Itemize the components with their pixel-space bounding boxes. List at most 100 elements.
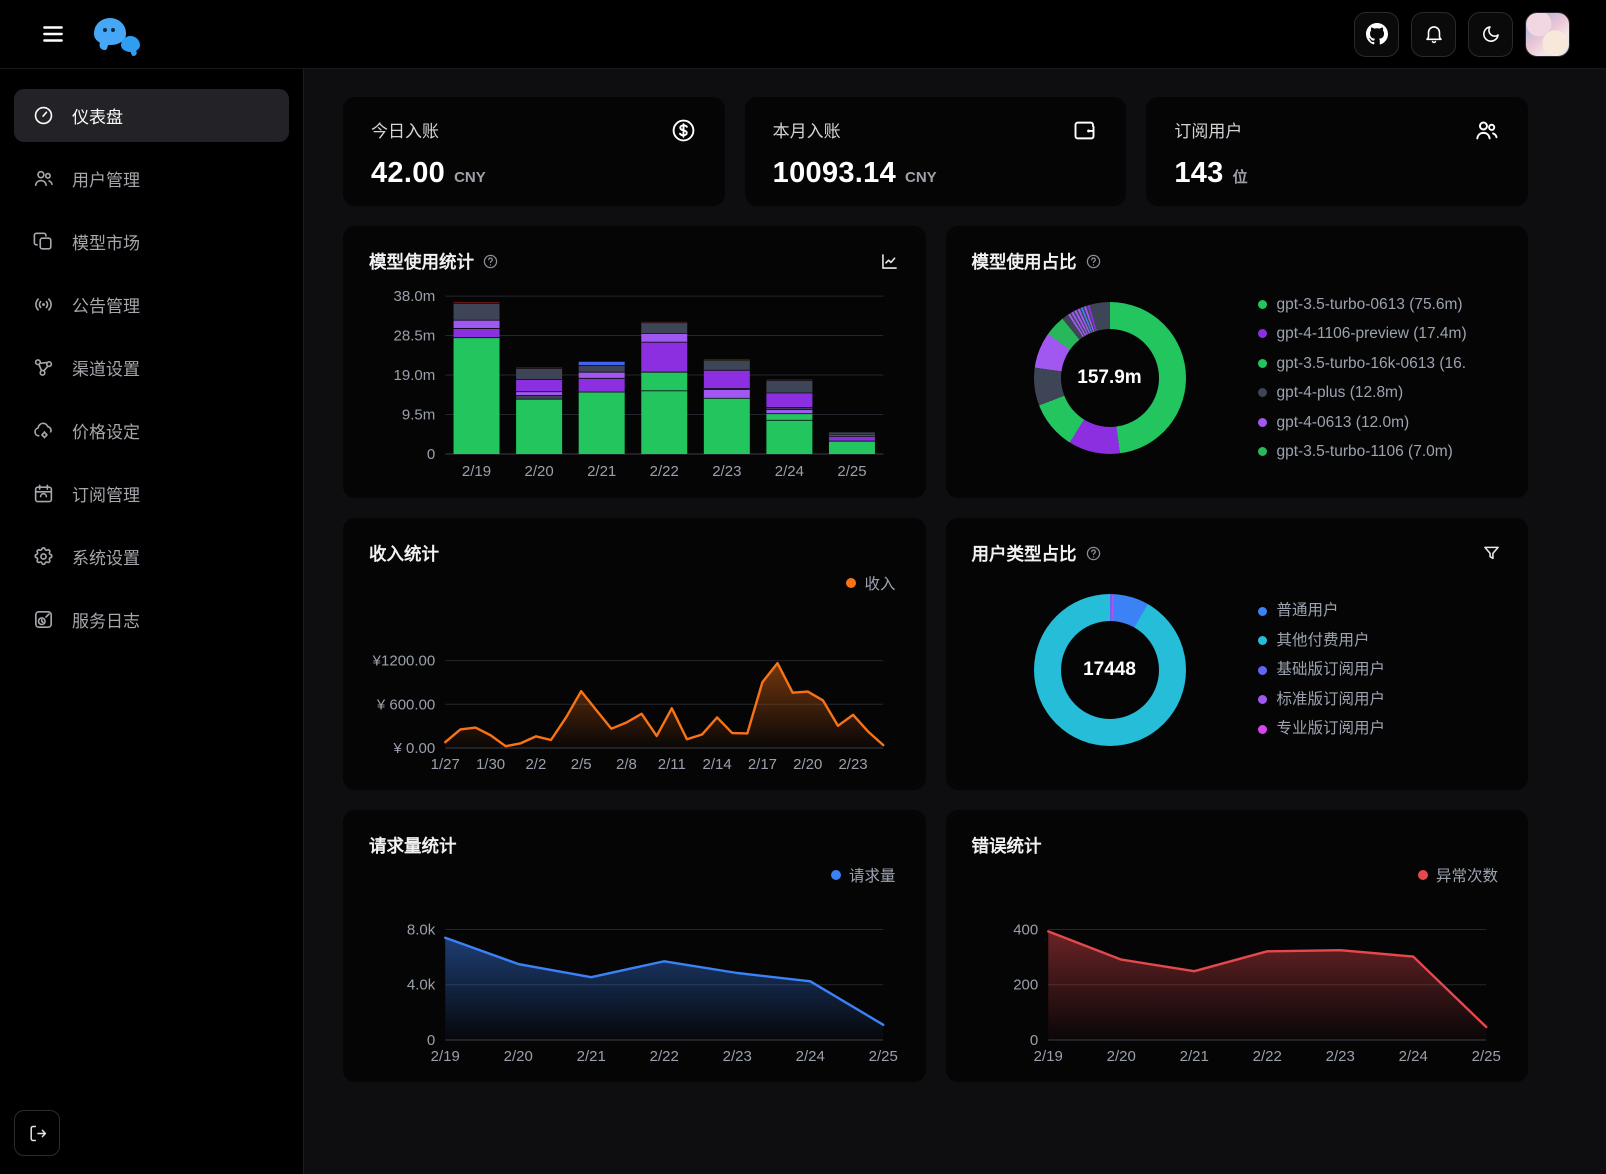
gauge-icon xyxy=(32,104,55,127)
requests-chart-card: 请求量统计 请求量 0 4.0k 8.0k 2/19 2/20 2/21 2/22 2/23 2/… xyxy=(343,810,926,1082)
donut-hole xyxy=(1060,621,1159,719)
svg-text:200: 200 xyxy=(1013,977,1038,994)
sidebar-item-label: 渠道设置 xyxy=(72,360,140,379)
svg-text:9.5m: 9.5m xyxy=(402,407,435,424)
svg-text:2/20: 2/20 xyxy=(525,463,554,480)
stat-value: 10093.14 xyxy=(772,157,897,189)
stat-unit: CNY xyxy=(905,169,937,186)
help-icon[interactable] xyxy=(482,253,499,270)
svg-text:2/24: 2/24 xyxy=(1398,1048,1427,1065)
svg-text:2/20: 2/20 xyxy=(504,1048,533,1065)
legend-item[interactable]: 专业版订阅用户 xyxy=(1257,714,1385,744)
legend-item[interactable]: gpt-3.5-turbo-0613 (75.6m) xyxy=(1257,290,1467,320)
stat-card-today-income: 今日入账 42.00 CNY xyxy=(343,97,725,206)
stat-card-subscribers: 订阅用户 143 位 xyxy=(1146,97,1528,206)
income-chart: 收入 ¥ 0.00 ¥ 600.00 ¥1200.00 1/27 1/30 2/2 2/5 2/… xyxy=(369,566,900,774)
legend-item[interactable]: gpt-3.5-turbo-16k-0613 (16. xyxy=(1257,349,1467,379)
stat-value: 143 xyxy=(1174,157,1224,189)
requests-chart: 请求量 0 4.0k 8.0k 2/19 2/20 2/21 2/22 2/23 2/24 2/25 xyxy=(369,858,900,1066)
menu-icon[interactable] xyxy=(36,17,70,51)
svg-text:2/5: 2/5 xyxy=(571,756,592,773)
legend-item[interactable]: 普通用户 xyxy=(1257,596,1386,626)
svg-text:2/25: 2/25 xyxy=(869,1048,898,1065)
charts-grid: 模型使用统计 0 9.5m 19.0m 28.5m 38.0m 2/19 2/20 2/21 2… xyxy=(343,226,1528,1082)
svg-text:0: 0 xyxy=(427,1032,435,1049)
line-chart-toggle-icon[interactable] xyxy=(879,251,900,272)
legend-item[interactable]: gpt-3.5-turbo-1106 (7.0m) xyxy=(1257,437,1467,467)
wallet-icon xyxy=(1071,117,1098,149)
chat-bubbles-logo xyxy=(94,15,142,53)
svg-text:2/21: 2/21 xyxy=(577,1048,606,1065)
sidebar-item-pricing[interactable]: 价格设定 xyxy=(14,404,289,457)
svg-text:0: 0 xyxy=(427,446,435,463)
broadcast-icon xyxy=(32,293,55,316)
moon-icon[interactable] xyxy=(1468,11,1513,57)
legend-item[interactable]: 标准版订阅用户 xyxy=(1257,685,1385,715)
legend-item[interactable]: gpt-4-1106-preview (17.4m) xyxy=(1257,319,1467,349)
svg-text:2/22: 2/22 xyxy=(650,1048,679,1065)
legend-item[interactable]: 基础版订阅用户 xyxy=(1257,655,1385,685)
svg-text:2/23: 2/23 xyxy=(838,756,867,773)
donut-legend: gpt-3.5-turbo-0613 (75.6m) gpt-4-1106-pre… xyxy=(1257,290,1467,467)
bell-icon[interactable] xyxy=(1411,11,1456,57)
svg-text:2/24: 2/24 xyxy=(796,1048,825,1065)
svg-text:2/19: 2/19 xyxy=(462,463,491,480)
gear-icon xyxy=(32,545,55,568)
chart-title: 模型使用统计 xyxy=(369,251,474,272)
user-avatar[interactable] xyxy=(1525,11,1570,57)
svg-text:4.0k: 4.0k xyxy=(407,977,436,994)
stat-label: 订阅用户 xyxy=(1174,122,1243,141)
svg-text:2/17: 2/17 xyxy=(748,756,777,773)
sidebar-item-settings[interactable]: 系统设置 xyxy=(14,530,289,583)
cloud-gear-icon xyxy=(32,419,55,442)
svg-text:2/19: 2/19 xyxy=(1033,1048,1062,1065)
svg-text:38.0m: 38.0m xyxy=(394,288,436,305)
chart-title: 用户类型占比 xyxy=(971,543,1077,564)
chart-legend[interactable]: 请求量 xyxy=(830,864,896,886)
sidebar-item-channels[interactable]: 渠道设置 xyxy=(14,341,289,394)
svg-text:1/27: 1/27 xyxy=(431,756,460,773)
errors-chart: 异常次数 0 200 400 2/19 2/20 2/21 2/22 2/23 2/24 2/25 xyxy=(972,858,1503,1066)
chart-legend[interactable]: 异常次数 xyxy=(1417,864,1498,886)
sidebar-item-label: 服务日志 xyxy=(72,612,140,631)
circle-dollar-icon xyxy=(670,117,697,149)
svg-text:2/22: 2/22 xyxy=(1252,1048,1281,1065)
donut-chart: 157.9m xyxy=(1033,302,1186,454)
svg-text:¥1200.00: ¥1200.00 xyxy=(372,653,436,670)
sidebar-item-model-market[interactable]: 模型市场 xyxy=(14,215,289,268)
svg-text:1/30: 1/30 xyxy=(476,756,505,773)
sidebar-item-dashboard[interactable]: 仪表盘 xyxy=(14,89,289,142)
filter-icon[interactable] xyxy=(1481,543,1502,564)
sidebar-item-subscriptions[interactable]: 订阅管理 xyxy=(14,467,289,520)
chart-legend[interactable]: 收入 xyxy=(846,572,896,594)
svg-text:19.0m: 19.0m xyxy=(394,367,436,384)
svg-text:0: 0 xyxy=(1029,1032,1037,1049)
stat-unit: CNY xyxy=(454,169,486,186)
svg-text:2/25: 2/25 xyxy=(1471,1048,1500,1065)
svg-text:2/23: 2/23 xyxy=(723,1048,752,1065)
stat-unit: 位 xyxy=(1232,169,1248,186)
github-icon[interactable] xyxy=(1354,11,1399,57)
sidebar-nav: 仪表盘用户管理模型市场公告管理渠道设置价格设定订阅管理系统设置服务日志 xyxy=(0,69,304,1174)
sidebar-item-label: 公告管理 xyxy=(72,297,140,316)
copy-icon xyxy=(32,230,55,253)
income-chart-card: 收入统计 收入 ¥ 0.00 ¥ 600.00 ¥1200.00 1/27 1/30 2/2… xyxy=(343,518,926,790)
legend-item[interactable]: gpt-4-0613 (12.0m) xyxy=(1257,408,1467,438)
sidebar-item-service-logs[interactable]: 服务日志 xyxy=(14,593,289,646)
sidebar-item-label: 价格设定 xyxy=(72,423,140,442)
legend-item[interactable]: gpt-4-plus (12.8m) xyxy=(1257,378,1467,408)
sidebar-item-announcements[interactable]: 公告管理 xyxy=(14,278,289,331)
help-icon[interactable] xyxy=(1085,545,1102,562)
stat-label: 本月入账 xyxy=(772,122,841,141)
logout-button[interactable] xyxy=(14,1110,60,1156)
legend-item[interactable]: 其他付费用户 xyxy=(1257,626,1386,656)
svg-text:2/24: 2/24 xyxy=(775,463,804,480)
sidebar-item-users[interactable]: 用户管理 xyxy=(14,152,289,205)
donut-hole xyxy=(1060,329,1159,427)
svg-text:2/23: 2/23 xyxy=(1325,1048,1354,1065)
donut-center-value: 17448 xyxy=(1083,659,1136,680)
sidebar-item-label: 仪表盘 xyxy=(72,108,123,127)
svg-text:¥ 0.00: ¥ 0.00 xyxy=(393,740,436,757)
help-icon[interactable] xyxy=(1085,253,1102,270)
svg-text:2/21: 2/21 xyxy=(1179,1048,1208,1065)
